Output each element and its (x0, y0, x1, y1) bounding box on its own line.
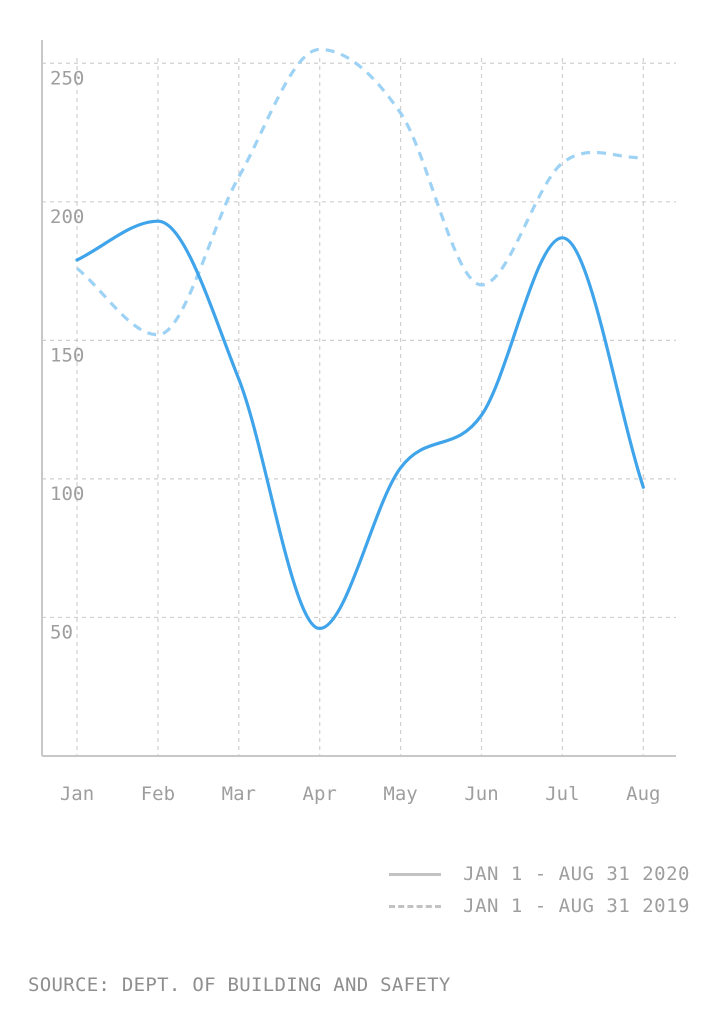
axes (41, 40, 676, 757)
legend-item-2019: JAN 1 - AUG 31 2019 (370, 890, 690, 922)
x-tick-label-jan: Jan (60, 783, 94, 805)
x-axis-tick-labels: Jan Feb Mar Apr May Jun Jul Aug (60, 783, 661, 805)
legend: JAN 1 - AUG 31 2020 JAN 1 - AUG 31 2019 (370, 858, 690, 922)
y-tick-label-100: 100 (50, 483, 84, 505)
legend-label-2019: JAN 1 - AUG 31 2019 (463, 895, 690, 917)
legend-dashed-line-swatch (389, 904, 442, 908)
series-line-2020 (75, 219, 645, 631)
x-tick-label-jul: Jul (545, 783, 579, 805)
gridlines (42, 58, 676, 756)
x-tick-label-mar: Mar (222, 783, 256, 805)
line-chart: 50 100 150 200 250 Jan Feb Mar Apr May Jun Jul Aug (41, 40, 676, 805)
y-tick-label-200: 200 (50, 206, 84, 228)
legend-solid-line-swatch (389, 872, 442, 876)
y-tick-label-150: 150 (50, 344, 84, 366)
x-tick-label-aug: Aug (626, 783, 660, 805)
y-tick-label-50: 50 (50, 621, 73, 643)
x-tick-label-may: May (383, 783, 417, 805)
x-tick-label-jun: Jun (464, 783, 498, 805)
legend-item-2020: JAN 1 - AUG 31 2020 (370, 858, 690, 890)
series-line-2019 (75, 47, 644, 337)
x-tick-label-feb: Feb (141, 783, 175, 805)
x-tick-label-apr: Apr (303, 783, 337, 805)
legend-label-2020: JAN 1 - AUG 31 2020 (463, 863, 690, 885)
source-note: SOURCE: DEPT. OF BUILDING AND SAFETY (28, 974, 451, 996)
y-axis-tick-labels: 50 100 150 200 250 (50, 67, 84, 643)
y-tick-label-250: 250 (50, 67, 84, 89)
series-lines (75, 47, 645, 631)
